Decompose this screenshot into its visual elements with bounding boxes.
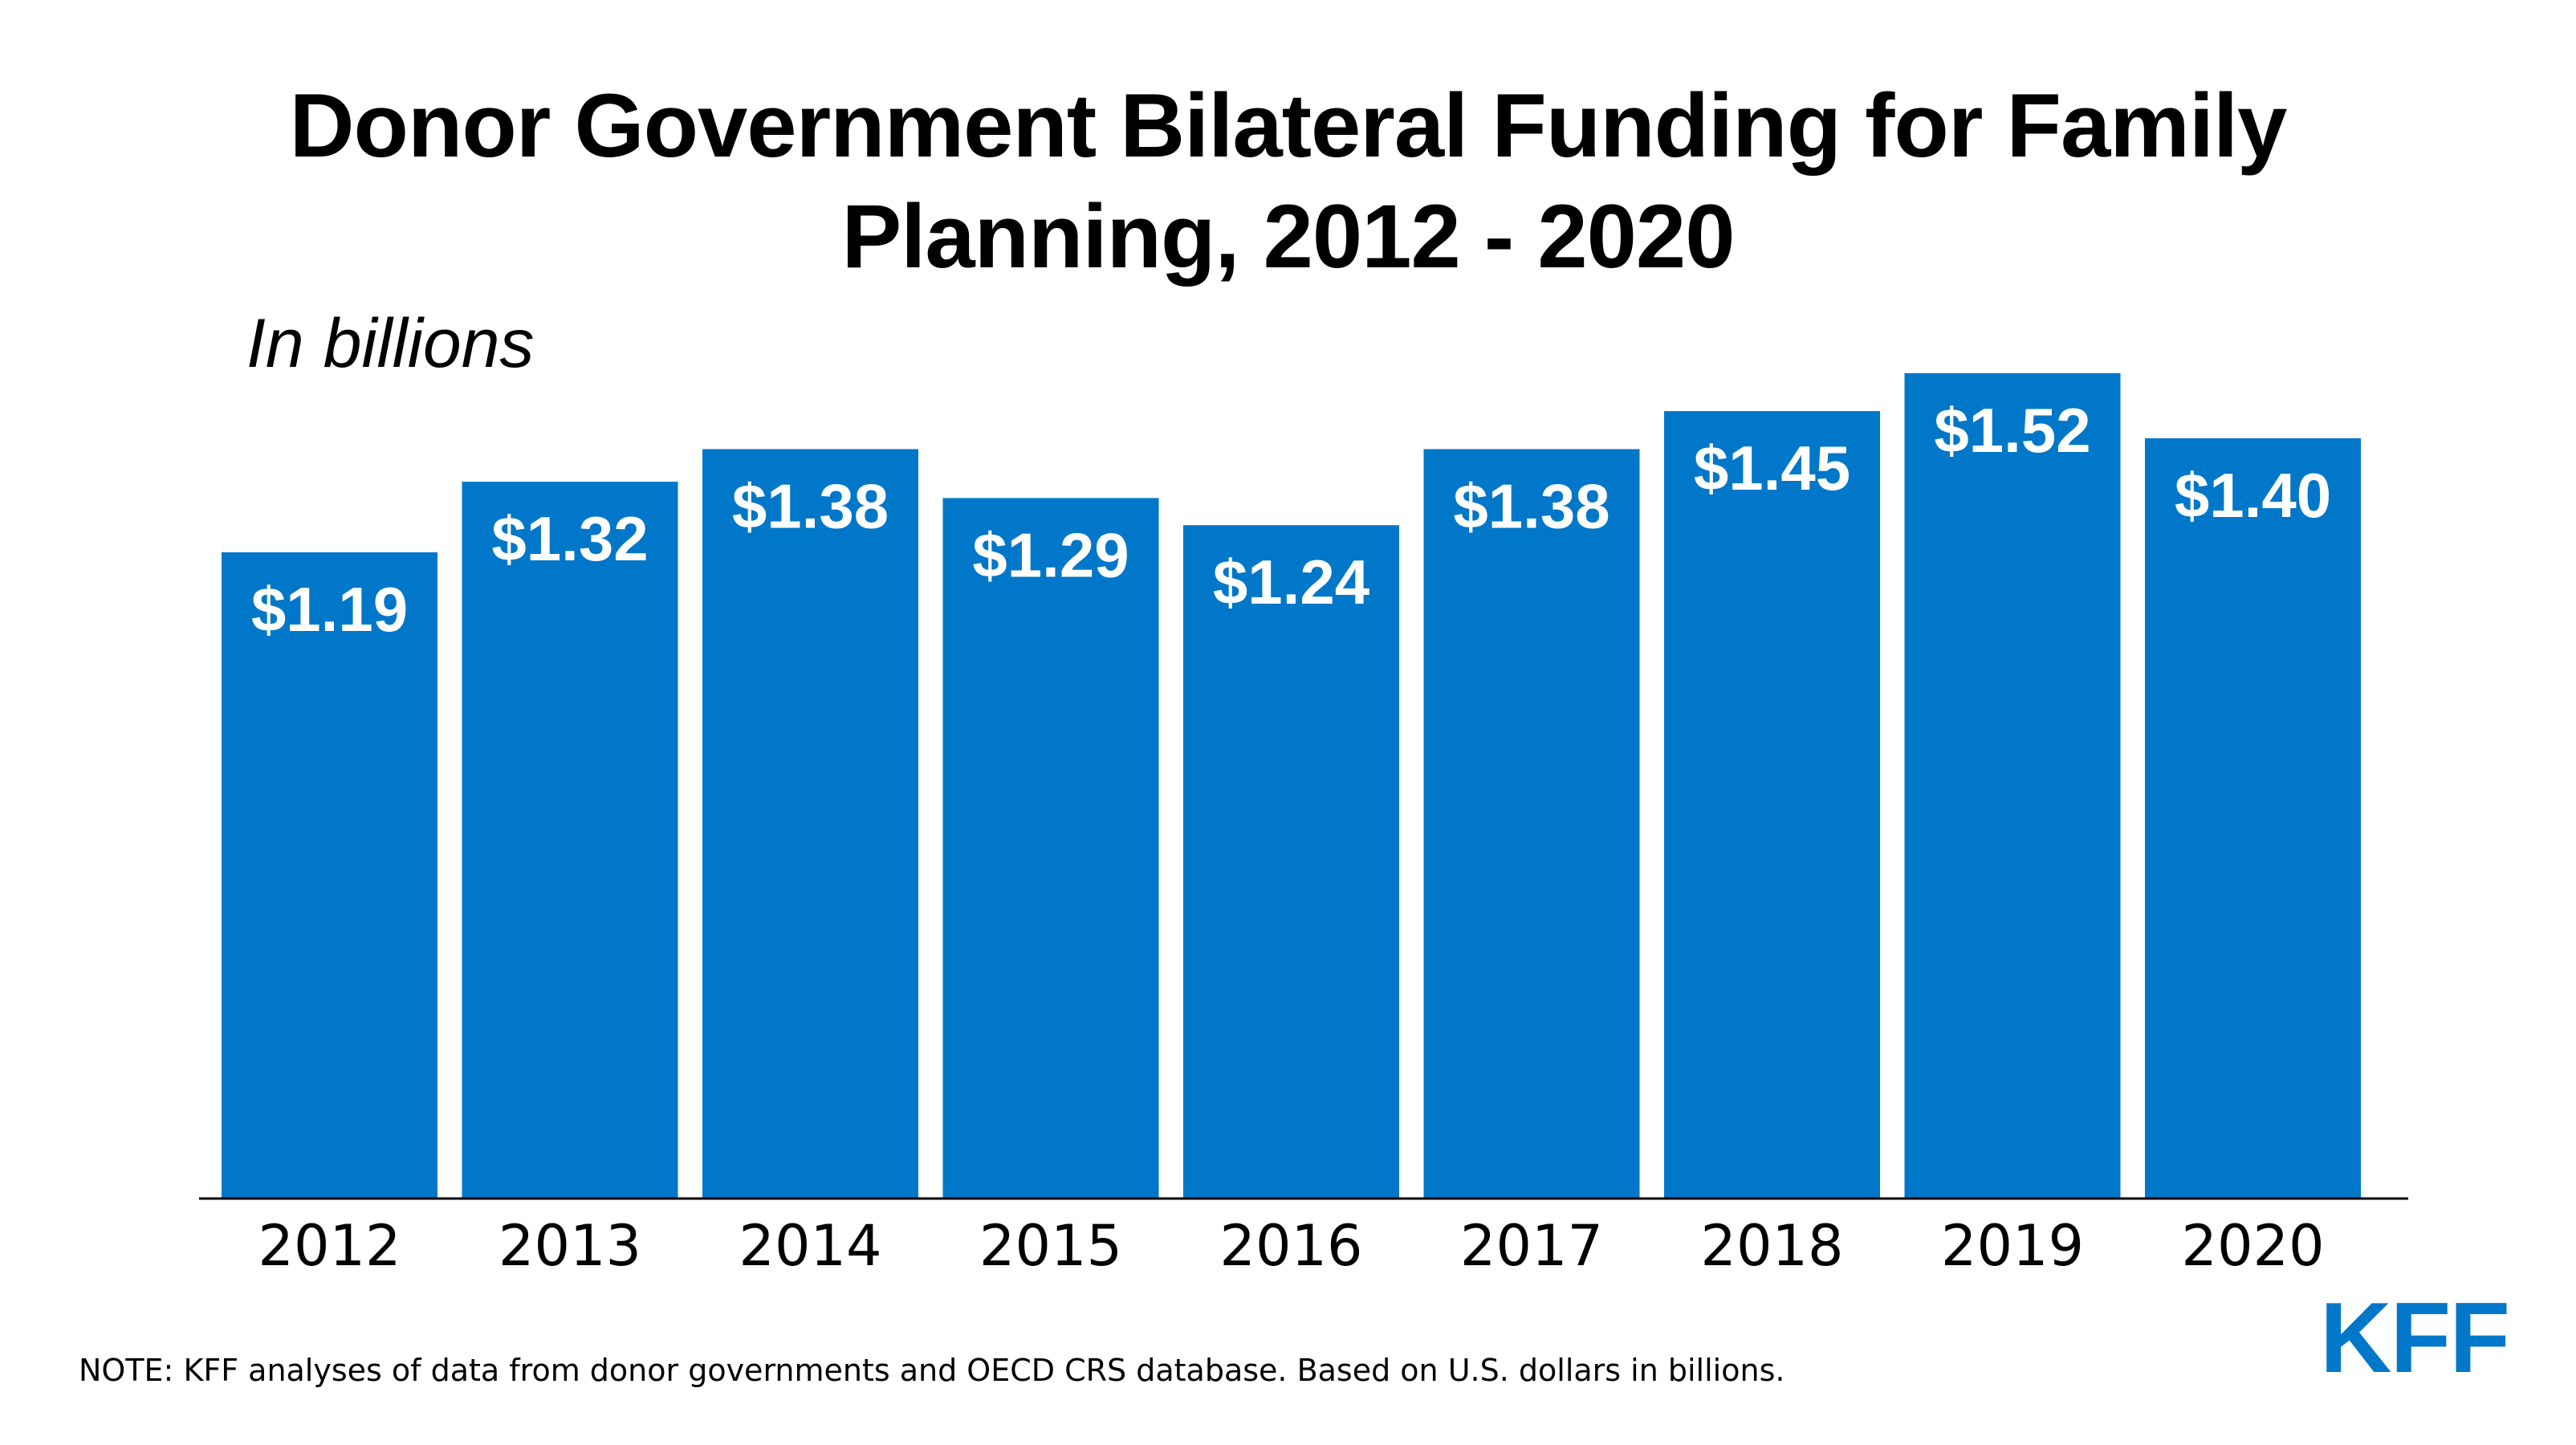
- bar-2018: [1664, 411, 1880, 1199]
- bar-value-label: $1.40: [2175, 460, 2331, 531]
- bar-value-label: $1.38: [732, 471, 889, 542]
- bar-value-label: $1.19: [251, 574, 408, 645]
- x-tick-label: 2020: [2181, 1213, 2324, 1279]
- bar-value-label: $1.52: [1934, 395, 2090, 466]
- x-tick-labels: 2012 2013 2014 2015 2016 2017 2018 2019 2020: [258, 1213, 2324, 1279]
- bar-value-label: $1.38: [1453, 471, 1609, 542]
- x-tick-label: 2017: [1460, 1213, 1603, 1279]
- bar-value-label: $1.45: [1694, 433, 1850, 503]
- bar-2017: [1423, 449, 1640, 1199]
- bar-value-label: $1.29: [972, 519, 1129, 590]
- bar-2013: [462, 482, 678, 1199]
- kff-logo: KFF: [2320, 1283, 2510, 1394]
- bar-2014: [702, 449, 918, 1199]
- x-tick-label: 2015: [979, 1213, 1122, 1279]
- x-tick-label: 2014: [739, 1213, 881, 1279]
- bar-value-label: $1.32: [491, 503, 648, 574]
- bar-2012: [222, 552, 437, 1199]
- bar-2019: [1904, 372, 2121, 1199]
- bar-value-label: $1.24: [1213, 547, 1369, 617]
- bar-2016: [1183, 525, 1399, 1199]
- bars-group: $1.19 $1.32 $1.38 $1.29 $1.24 $1.38 $1.45 $1.52…: [222, 372, 2361, 1199]
- x-tick-label: 2012: [258, 1213, 401, 1279]
- x-tick-label: 2018: [1700, 1213, 1843, 1279]
- x-tick-label: 2016: [1219, 1213, 1362, 1279]
- bar-2015: [942, 498, 1159, 1199]
- chart-subtitle: In billions: [246, 305, 535, 382]
- bar-2020: [2145, 438, 2361, 1199]
- x-tick-label: 2019: [1941, 1213, 2084, 1279]
- chart-title: Donor Government Bilateral Funding for F…: [289, 75, 2288, 287]
- x-tick-label: 2013: [499, 1213, 641, 1279]
- footnote: NOTE: KFF analyses of data from donor go…: [79, 1353, 1785, 1388]
